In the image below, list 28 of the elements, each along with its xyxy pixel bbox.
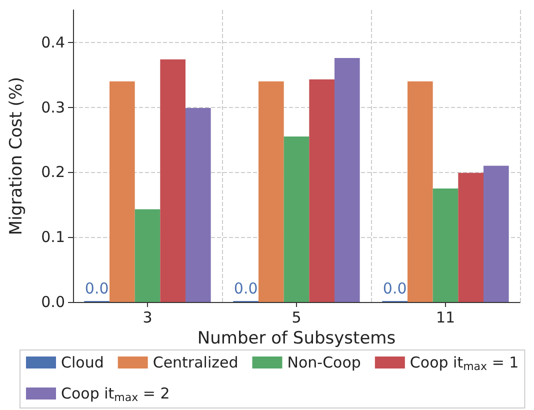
x-tick-label: 5 xyxy=(292,308,302,326)
legend-label: Non-Coop xyxy=(287,354,361,372)
bar xyxy=(334,58,360,302)
bar xyxy=(185,108,211,302)
bar xyxy=(160,59,186,302)
y-tick-label: 0.2 xyxy=(41,163,65,182)
bar xyxy=(258,81,284,302)
data-label: 0.0 xyxy=(382,280,407,298)
y-tick-label: 0.4 xyxy=(41,33,65,52)
y-tick-label: 0.3 xyxy=(41,98,65,116)
bar xyxy=(110,81,135,302)
y-axis-title: Migration Cost (%) xyxy=(6,76,26,236)
bar xyxy=(309,79,334,302)
data-label: 0.0 xyxy=(234,280,258,298)
bar xyxy=(483,166,509,302)
bar xyxy=(134,209,160,302)
legend-label: Cloud xyxy=(61,354,104,372)
x-tick-label: 11 xyxy=(436,308,456,326)
y-tick-label: 0.0 xyxy=(41,293,65,311)
bar xyxy=(408,81,433,302)
data-label: 0.0 xyxy=(84,280,109,298)
bar xyxy=(284,136,310,302)
bar xyxy=(458,172,484,302)
y-tick-label: 0.1 xyxy=(41,228,65,246)
x-axis-title: Number of Subsystems xyxy=(197,328,396,348)
bar xyxy=(432,188,458,302)
legend-label: Centralized xyxy=(152,354,238,372)
x-tick-label: 3 xyxy=(142,308,152,326)
